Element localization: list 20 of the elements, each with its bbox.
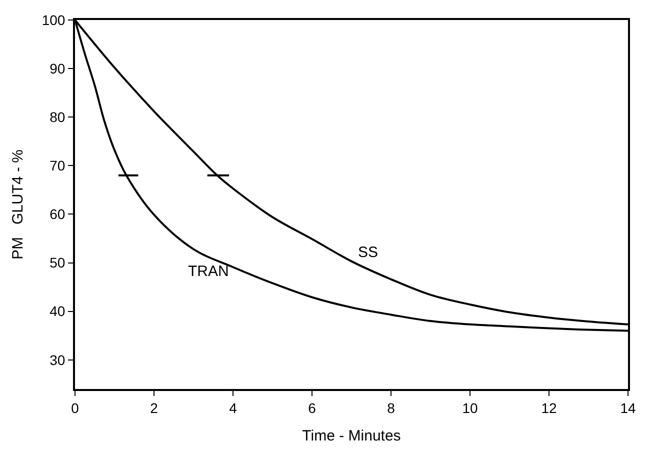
annotation: SS xyxy=(358,244,378,261)
y-tick-label: 40 xyxy=(50,303,66,320)
x-tick-label: 2 xyxy=(150,400,158,416)
y-tick-label: 30 xyxy=(50,352,66,368)
x-axis-title: Time - Minutes xyxy=(302,427,401,444)
y-axis-title: PM GLUT4 - % xyxy=(10,149,27,260)
x-tick-label: 4 xyxy=(229,400,238,416)
y-tick-label: 60 xyxy=(50,206,66,222)
y-tick-label: 80 xyxy=(50,109,66,126)
y-tick-label: 50 xyxy=(50,254,66,271)
x-tick-label: 12 xyxy=(541,400,557,416)
y-tick-label: 70 xyxy=(50,158,66,174)
x-tick-label: 14 xyxy=(620,400,636,416)
x-tick-label: 8 xyxy=(387,400,396,416)
y-tick-label: 90 xyxy=(50,60,66,76)
annotation: TRAN xyxy=(188,263,229,280)
x-tick-label: 0 xyxy=(71,400,80,416)
y-tick-label: 100 xyxy=(42,12,66,28)
x-tick-label: 10 xyxy=(462,400,478,416)
x-tick-label: 6 xyxy=(308,400,316,416)
